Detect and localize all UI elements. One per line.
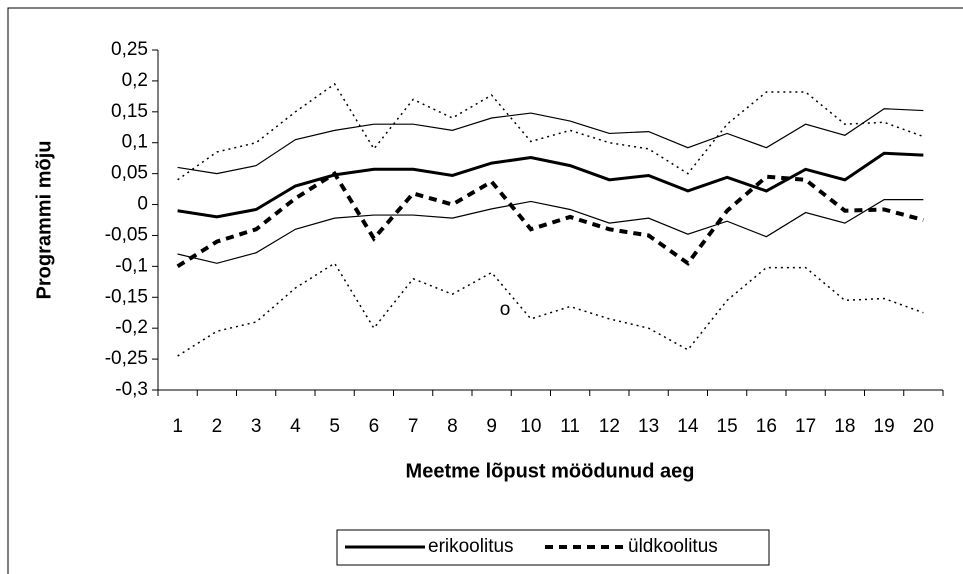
x-tick-label: 16: [756, 416, 777, 437]
legend-label: üldkoolitus: [628, 536, 718, 557]
x-tick-label: 3: [251, 416, 262, 437]
y-tick-label: 0,25: [111, 39, 148, 60]
y-tick-label: 0,05: [111, 163, 148, 184]
annotation: o: [500, 299, 511, 320]
y-tick-label: 0: [137, 194, 148, 215]
x-axis-title: Meetme lõpust möödunud aeg: [406, 460, 695, 482]
x-tick-label: 6: [369, 416, 380, 437]
x-tick-label: 15: [717, 416, 738, 437]
x-tick-label: 9: [486, 416, 497, 437]
y-tick-label: -0,2: [115, 317, 148, 338]
line-series: [177, 108, 924, 175]
x-tick-label: 11: [560, 416, 580, 437]
line-series: [177, 82, 924, 181]
y-tick-label: 0,1: [122, 132, 148, 153]
x-tick-label: 14: [677, 416, 699, 437]
y-tick-label: -0,25: [105, 348, 148, 369]
x-tick-label: 17: [795, 416, 816, 437]
x-tick-label: 10: [520, 416, 541, 437]
line-series: [177, 262, 924, 357]
x-tick-label: 4: [290, 416, 301, 437]
line-series: [177, 151, 924, 219]
y-tick-label: -0,05: [105, 224, 148, 245]
x-tick-label: 19: [874, 416, 895, 437]
y-tick-label: -0,1: [115, 255, 148, 276]
x-tick-label: 5: [329, 416, 340, 437]
x-tick-label: 8: [447, 416, 458, 437]
line-series: [176, 170, 924, 269]
x-tick-label: 18: [834, 416, 855, 437]
x-tick-label: 13: [638, 416, 659, 437]
y-axis-title: Programmi mõju: [33, 141, 55, 300]
y-tick-label: 0,2: [122, 70, 148, 91]
y-tick-label: 0,15: [111, 101, 148, 122]
x-tick-label: 20: [913, 416, 934, 437]
legend-label: erikoolitus: [428, 536, 514, 557]
chart-frame: [7, 7, 963, 574]
x-tick-label: 7: [408, 416, 419, 437]
x-tick-label: 2: [212, 416, 223, 437]
line-series: [177, 199, 924, 264]
y-tick-label: -0,15: [105, 286, 148, 307]
x-tick-label: 12: [599, 416, 620, 437]
x-tick-label: 1: [172, 416, 183, 437]
y-tick-label: -0,3: [115, 379, 148, 400]
